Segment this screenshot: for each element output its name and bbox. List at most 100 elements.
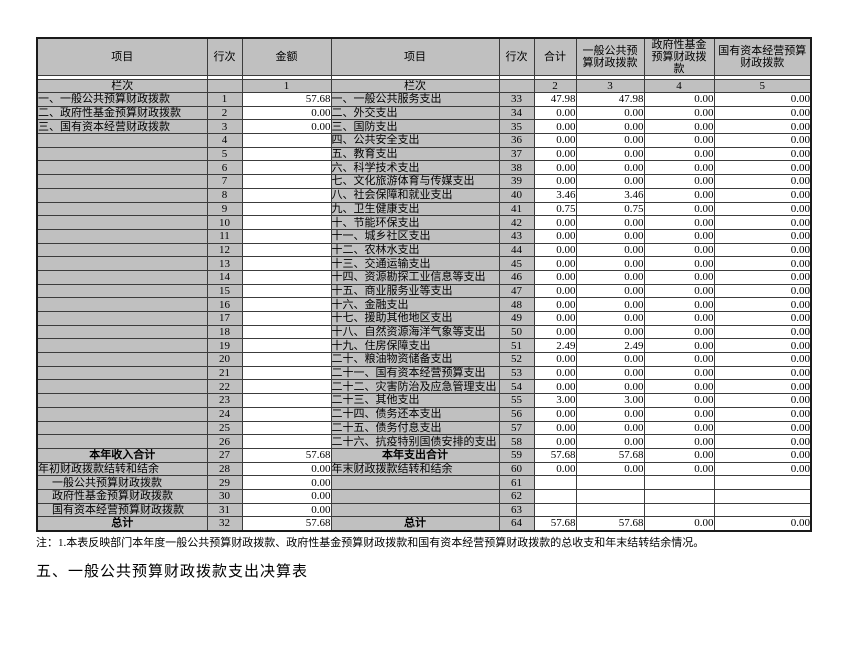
expense-general-budget-cell: 57.68 bbox=[575, 447, 645, 463]
column-number-4: 4 bbox=[643, 79, 715, 93]
expense-line-no-cell: 37 bbox=[498, 146, 535, 162]
expense-gov-fund-cell: 0.00 bbox=[643, 105, 715, 121]
income-line-no-cell: 11 bbox=[206, 228, 243, 244]
expense-total-cell: 0.00 bbox=[533, 269, 577, 285]
expense-item-cell: 二十、粮油物资储备支出 bbox=[330, 352, 500, 367]
header-line-left: 行次 bbox=[206, 37, 243, 76]
expense-state-capital-cell: 0.00 bbox=[713, 105, 812, 121]
expense-line-no-cell: 49 bbox=[498, 311, 535, 326]
income-item-cell bbox=[36, 393, 208, 408]
expense-state-capital-cell: 0.00 bbox=[713, 283, 812, 299]
expense-line-no-cell: 33 bbox=[498, 92, 535, 107]
income-line-no-cell: 13 bbox=[206, 256, 243, 271]
expense-general-budget-cell: 0.00 bbox=[575, 379, 645, 395]
expense-gov-fund-cell: 0.00 bbox=[643, 146, 715, 162]
expense-item-cell: 七、文化旅游体育与传媒支出 bbox=[330, 174, 500, 189]
expense-state-capital-cell: 0.00 bbox=[713, 406, 812, 422]
income-line-no-cell: 26 bbox=[206, 434, 243, 449]
income-amount-cell: 0.00 bbox=[241, 502, 332, 518]
expense-item-cell: 总计 bbox=[330, 516, 500, 531]
expense-total-cell: 0.00 bbox=[533, 365, 577, 381]
expense-item-cell: 二十五、债务付息支出 bbox=[330, 420, 500, 436]
expense-state-capital-cell: 0.00 bbox=[713, 311, 812, 326]
table-row: 年初财政拨款结转和结余 28 0.00 年末财政拨款结转和结余 60 0.00 … bbox=[36, 461, 812, 477]
income-amount-cell bbox=[241, 146, 332, 162]
expense-total-cell: 3.00 bbox=[533, 393, 577, 408]
income-amount-cell: 0.00 bbox=[241, 119, 332, 135]
income-item-cell bbox=[36, 215, 208, 230]
income-amount-cell bbox=[241, 393, 332, 408]
expense-total-cell: 2.49 bbox=[533, 338, 577, 354]
table-row: 14 十四、资源勘探工业信息等支出 46 0.00 0.00 0.00 0.00 bbox=[36, 269, 812, 285]
expense-general-budget-cell: 0.00 bbox=[575, 228, 645, 244]
income-item-cell bbox=[36, 379, 208, 395]
expense-gov-fund-cell: 0.00 bbox=[643, 406, 715, 422]
expense-line-no-cell: 38 bbox=[498, 160, 535, 176]
income-item-cell bbox=[36, 146, 208, 162]
expense-total-cell: 0.00 bbox=[533, 160, 577, 176]
expense-item-cell: 二十四、债务还本支出 bbox=[330, 406, 500, 422]
income-item-cell bbox=[36, 269, 208, 285]
income-line-no-cell: 2 bbox=[206, 105, 243, 121]
expense-state-capital-cell: 0.00 bbox=[713, 160, 812, 176]
expense-line-no-cell: 64 bbox=[498, 516, 535, 531]
table-row: 本年收入合计 27 57.68 本年支出合计 59 57.68 57.68 0.… bbox=[36, 447, 812, 463]
expense-item-cell: 十六、金融支出 bbox=[330, 297, 500, 312]
expense-total-cell: 0.00 bbox=[533, 434, 577, 449]
expense-gov-fund-cell: 0.00 bbox=[643, 516, 715, 531]
expense-state-capital-cell: 0.00 bbox=[713, 379, 812, 395]
income-item-cell bbox=[36, 174, 208, 189]
income-amount-cell: 57.68 bbox=[241, 516, 332, 531]
lanci-empty bbox=[206, 79, 243, 93]
income-item-cell bbox=[36, 201, 208, 217]
income-amount-cell bbox=[241, 379, 332, 395]
expense-line-no-cell: 59 bbox=[498, 447, 535, 463]
expense-general-budget-cell: 0.00 bbox=[575, 434, 645, 449]
table-row: 20 二十、粮油物资储备支出 52 0.00 0.00 0.00 0.00 bbox=[36, 352, 812, 367]
income-line-no-cell: 6 bbox=[206, 160, 243, 176]
expense-general-budget-cell: 0.00 bbox=[575, 133, 645, 148]
income-amount-cell bbox=[241, 160, 332, 176]
table-row: 23 二十三、其他支出 55 3.00 3.00 0.00 0.00 bbox=[36, 393, 812, 408]
table-row: 13 十三、交通运输支出 45 0.00 0.00 0.00 0.00 bbox=[36, 256, 812, 271]
income-amount-cell bbox=[241, 269, 332, 285]
expense-item-cell: 十、节能环保支出 bbox=[330, 215, 500, 230]
income-line-no-cell: 17 bbox=[206, 311, 243, 326]
expense-gov-fund-cell: 0.00 bbox=[643, 160, 715, 176]
expense-general-budget-cell: 47.98 bbox=[575, 92, 645, 107]
income-amount-cell: 0.00 bbox=[241, 488, 332, 504]
expense-general-budget-cell: 57.68 bbox=[575, 516, 645, 531]
income-line-no-cell: 20 bbox=[206, 352, 243, 367]
expense-item-cell: 十五、商业服务业等支出 bbox=[330, 283, 500, 299]
expense-gov-fund-cell: 0.00 bbox=[643, 393, 715, 408]
expense-gov-fund-cell: 0.00 bbox=[643, 215, 715, 230]
header-general-budget: 一般公共预算财政拨款 bbox=[575, 37, 645, 76]
table-row: 11 十一、城乡社区支出 43 0.00 0.00 0.00 0.00 bbox=[36, 228, 812, 244]
expense-general-budget-cell: 0.00 bbox=[575, 269, 645, 285]
income-item-cell: 政府性基金预算财政拨款 bbox=[36, 488, 208, 504]
income-amount-cell bbox=[241, 311, 332, 326]
expense-line-no-cell: 57 bbox=[498, 420, 535, 436]
expense-item-cell: 二十一、国有资本经营预算支出 bbox=[330, 365, 500, 381]
expense-total-cell: 0.00 bbox=[533, 228, 577, 244]
expense-gov-fund-cell: 0.00 bbox=[643, 119, 715, 135]
table-row: 19 十九、住房保障支出 51 2.49 2.49 0.00 0.00 bbox=[36, 338, 812, 354]
table-row: 三、国有资本经营财政拨款 3 0.00 三、国防支出 35 0.00 0.00 … bbox=[36, 119, 812, 135]
table-row: 总计 32 57.68 总计 64 57.68 57.68 0.00 0.00 bbox=[36, 516, 812, 531]
income-amount-cell bbox=[241, 215, 332, 230]
expense-state-capital-cell: 0.00 bbox=[713, 133, 812, 148]
expense-state-capital-cell: 0.00 bbox=[713, 297, 812, 312]
expense-gov-fund-cell bbox=[643, 502, 715, 518]
expense-general-budget-cell: 0.00 bbox=[575, 105, 645, 121]
expense-total-cell: 0.00 bbox=[533, 146, 577, 162]
income-item-cell bbox=[36, 338, 208, 354]
expense-general-budget-cell: 3.46 bbox=[575, 187, 645, 203]
expense-total-cell: 0.00 bbox=[533, 119, 577, 135]
income-amount-cell bbox=[241, 187, 332, 203]
expense-state-capital-cell: 0.00 bbox=[713, 352, 812, 367]
expense-item-cell: 十七、援助其他地区支出 bbox=[330, 311, 500, 326]
expense-total-cell: 0.00 bbox=[533, 256, 577, 271]
income-line-no-cell: 29 bbox=[206, 475, 243, 490]
table-row: 26 二十六、抗疫特别国债安排的支出 58 0.00 0.00 0.00 0.0… bbox=[36, 434, 812, 449]
column-number-row: 栏次 1 栏次 2 3 4 5 bbox=[36, 79, 812, 93]
